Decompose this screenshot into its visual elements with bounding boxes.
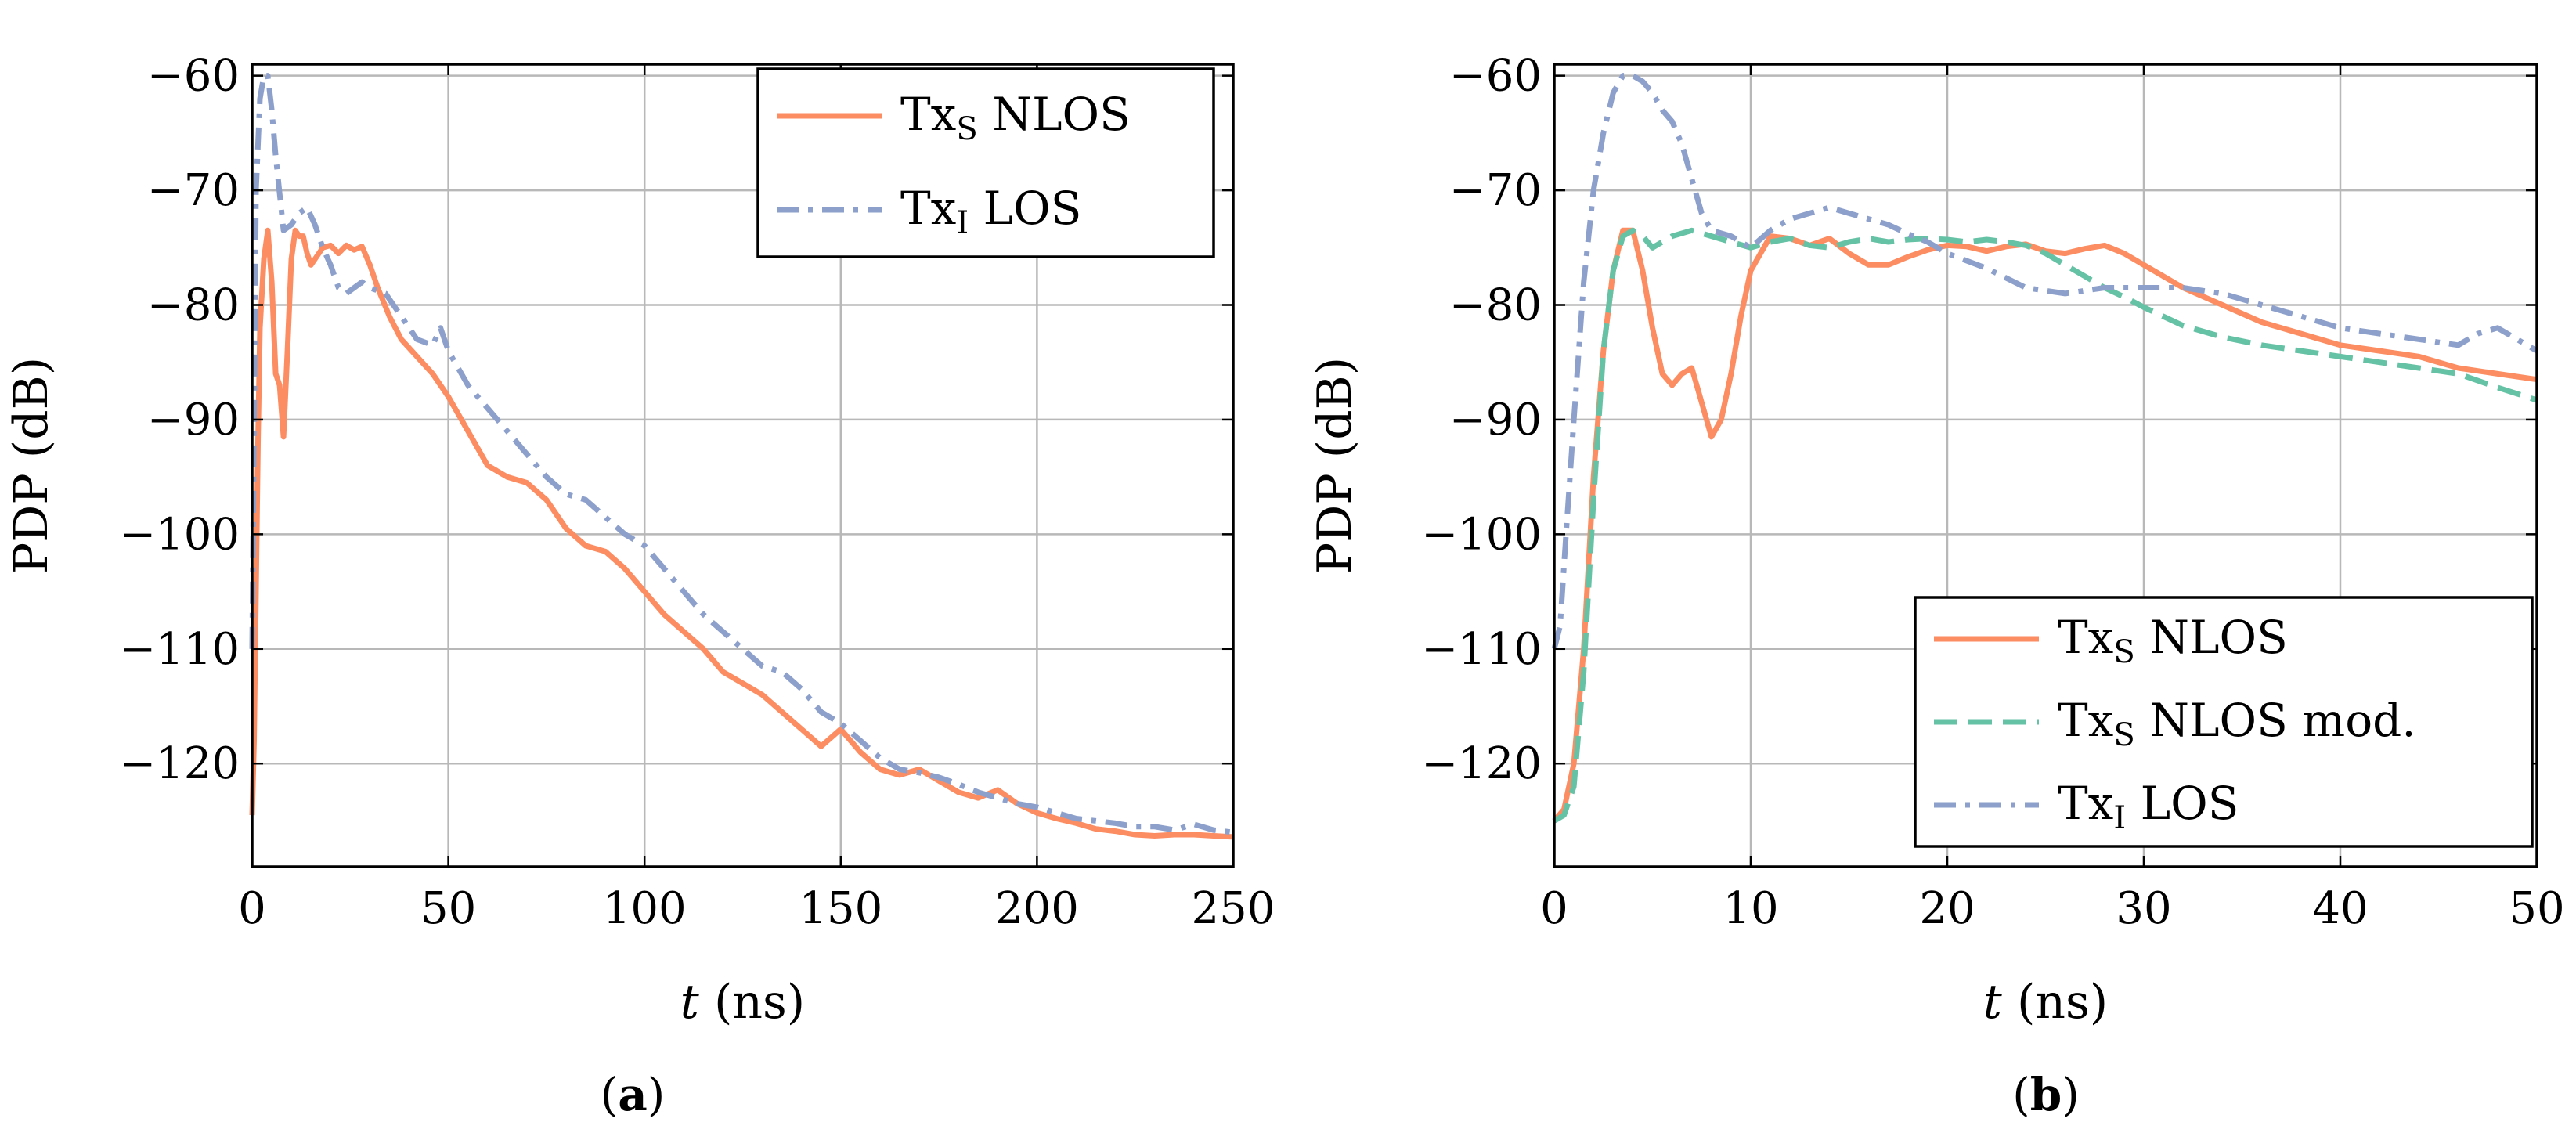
x-tick-label: 20 (1919, 883, 1975, 934)
panel-caption: (b) (2012, 1068, 2080, 1121)
legend-entry-subscript: S (956, 111, 977, 147)
y-tick-label: −90 (147, 395, 240, 446)
x-tick-label: 0 (238, 883, 266, 934)
legend-entry-subscript: S (2113, 634, 2134, 670)
x-tick-label: 30 (2116, 883, 2171, 934)
panel-caption: (a) (601, 1068, 666, 1121)
y-tick-label: −80 (147, 280, 240, 331)
x-tick-label: 50 (2509, 883, 2564, 934)
panel-caption-paren: ) (2062, 1068, 2080, 1121)
legend-box (756, 67, 1215, 258)
x-tick-label: 0 (1540, 883, 1568, 934)
legend-entry-main: Tx (2058, 777, 2113, 830)
x-axis-label-unit: (ns) (699, 975, 805, 1030)
x-axis-label: t (ns) (1983, 975, 2108, 1030)
x-axis-label-unit: (ns) (2002, 975, 2108, 1030)
panel-caption-letter: a (618, 1068, 648, 1121)
legend-entry-subscript: I (956, 205, 969, 241)
y-tick-label: −80 (1449, 280, 1542, 331)
series-line-solid (1552, 227, 2538, 823)
y-tick-label: −120 (119, 738, 240, 789)
y-tick-label: −100 (1421, 509, 1542, 560)
plot-frame (251, 63, 1235, 868)
panel-caption-paren: ) (648, 1068, 666, 1121)
legend-entry-subscript: I (2113, 800, 2126, 836)
x-tick-label: 100 (603, 883, 687, 934)
x-tick-label: 40 (2312, 883, 2368, 934)
y-tick-label: −60 (1449, 51, 1542, 102)
panel-caption-paren: ( (2012, 1068, 2030, 1121)
legend-entry-main: Tx (900, 182, 956, 235)
legend-entry: TxS NLOS mod. (2058, 694, 2416, 753)
y-tick-label: −110 (119, 624, 240, 675)
legend-entry-rest: LOS (2126, 777, 2239, 830)
y-tick-label: −90 (1449, 395, 1542, 446)
series-line-dashdot (249, 73, 1234, 835)
legend-entry-rest: LOS (969, 182, 1081, 235)
x-axis-label-variable: t (1983, 975, 2003, 1030)
panel-b: 0 10 20 30 40 50 −60 −70 −80 −90 −100 −110 −120 t (ns… (1308, 51, 2565, 1121)
panel-a: 0 50 100 150 200 250 −60 −70 −80 −90 −100 −110 −120 t… (4, 51, 1275, 1121)
plot-frame (1553, 63, 2538, 868)
y-tick-label: −60 (147, 51, 240, 102)
legend-entry-main: Tx (2058, 694, 2113, 747)
y-axis-label: PDP (dB) (4, 357, 59, 574)
y-tick-label: −100 (119, 509, 240, 560)
legend-entry: TxI LOS (900, 182, 1081, 241)
x-axis-label-variable: t (680, 975, 700, 1030)
series-line-dashdot (1551, 73, 2538, 650)
y-tick-label: −70 (1449, 165, 1542, 216)
y-tick-label: −120 (1421, 738, 1542, 789)
y-tick-label: −70 (147, 165, 240, 216)
x-tick-label: 10 (1723, 883, 1778, 934)
legend-entry: TxI LOS (2058, 777, 2239, 836)
legend-entry-rest: NLOS (978, 88, 1131, 141)
y-tick-label: −110 (1421, 624, 1542, 675)
series-line-dashed (1553, 227, 2538, 824)
legend-entry: TxS NLOS (900, 88, 1131, 147)
panel-caption-letter: b (2030, 1068, 2062, 1121)
series-line-solid (249, 227, 1234, 840)
x-tick-label: 150 (799, 883, 882, 934)
legend-entry-rest: NLOS (2135, 611, 2288, 664)
legend-entry-main: Tx (2058, 611, 2113, 664)
x-tick-label: 250 (1192, 883, 1275, 934)
x-tick-label: 50 (420, 883, 476, 934)
legend-entry-subscript: S (2113, 717, 2134, 753)
legend-entry-main: Tx (900, 88, 956, 141)
y-axis-label: PDP (dB) (1308, 357, 1362, 574)
x-axis-label: t (ns) (680, 975, 805, 1030)
panel-caption-paren: ( (601, 1068, 619, 1121)
legend-entry: TxS NLOS (2058, 611, 2288, 670)
legend-entry-rest: NLOS mod. (2135, 694, 2416, 747)
x-tick-label: 200 (995, 883, 1079, 934)
